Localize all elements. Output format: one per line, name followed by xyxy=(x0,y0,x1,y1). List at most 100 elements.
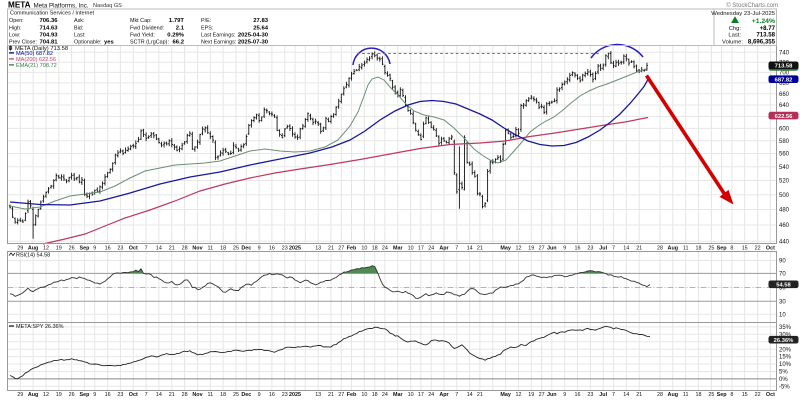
svg-text:Jun: Jun xyxy=(547,392,557,398)
svg-text:680: 680 xyxy=(779,81,790,87)
svg-text:Sep: Sep xyxy=(717,392,728,398)
svg-text:Oct: Oct xyxy=(766,392,775,398)
svg-text:9: 9 xyxy=(93,246,96,252)
svg-text:21: 21 xyxy=(477,246,483,252)
svg-text:714.63: 714.63 xyxy=(40,25,59,31)
svg-text:Mar: Mar xyxy=(393,392,403,398)
svg-text:25: 25 xyxy=(708,392,714,398)
svg-text:5%: 5% xyxy=(779,370,788,376)
svg-text:7: 7 xyxy=(455,246,458,252)
svg-text:Sep: Sep xyxy=(717,246,728,252)
svg-text:Oct: Oct xyxy=(766,246,775,252)
svg-text:27: 27 xyxy=(338,246,344,252)
svg-text:23: 23 xyxy=(282,246,288,252)
svg-text:27.83: 27.83 xyxy=(253,18,268,24)
svg-text:7: 7 xyxy=(455,392,458,398)
svg-text:16: 16 xyxy=(269,392,275,398)
svg-text:66.2: 66.2 xyxy=(173,40,185,46)
svg-text:Apr: Apr xyxy=(439,392,449,398)
svg-text:Last:: Last: xyxy=(728,33,741,39)
svg-text:21: 21 xyxy=(328,392,334,398)
svg-text:Communication Services / Inter: Communication Services / Internet xyxy=(10,11,95,17)
svg-text:24: 24 xyxy=(382,392,388,398)
svg-text:14: 14 xyxy=(156,246,162,252)
svg-text:Sep: Sep xyxy=(80,392,91,398)
svg-text:26.36%: 26.36% xyxy=(774,338,794,344)
svg-text:18: 18 xyxy=(696,392,702,398)
svg-text:14: 14 xyxy=(623,392,629,398)
svg-text:10: 10 xyxy=(408,392,414,398)
svg-text:9: 9 xyxy=(93,392,96,398)
svg-text:Wednesday 23-Jul-2025: Wednesday 23-Jul-2025 xyxy=(711,11,775,17)
svg-text:9: 9 xyxy=(258,392,261,398)
svg-text:May: May xyxy=(500,246,511,252)
svg-text:Fwd Yield:: Fwd Yield: xyxy=(130,33,155,39)
svg-text:18: 18 xyxy=(372,392,378,398)
svg-text:Aug: Aug xyxy=(668,392,678,398)
svg-text:Aug: Aug xyxy=(668,246,678,252)
svg-text:24: 24 xyxy=(428,392,434,398)
svg-text:META:SPY 26.36%: META:SPY 26.36% xyxy=(16,324,64,330)
svg-text:MA(200) 622.56: MA(200) 622.56 xyxy=(16,57,56,63)
svg-text:460: 460 xyxy=(779,223,790,229)
svg-text:META: META xyxy=(8,1,31,10)
svg-text:18: 18 xyxy=(696,246,702,252)
svg-text:16: 16 xyxy=(575,392,581,398)
svg-text:28: 28 xyxy=(182,246,188,252)
svg-text:706.36: 706.36 xyxy=(40,18,59,24)
svg-text:10: 10 xyxy=(361,392,367,398)
svg-text:18: 18 xyxy=(372,246,378,252)
svg-text:RSI(14) 54.58: RSI(14) 54.58 xyxy=(16,252,50,258)
svg-text:24: 24 xyxy=(382,246,388,252)
svg-text:30: 30 xyxy=(779,299,786,305)
svg-text:16: 16 xyxy=(105,246,111,252)
svg-text:2025: 2025 xyxy=(289,246,301,252)
svg-text:Nasdaq GS: Nasdaq GS xyxy=(93,3,122,9)
svg-text:17: 17 xyxy=(418,392,424,398)
svg-text:27: 27 xyxy=(539,392,545,398)
svg-text:21: 21 xyxy=(328,246,334,252)
svg-text:21: 21 xyxy=(477,392,483,398)
svg-text:27: 27 xyxy=(338,392,344,398)
svg-text:26: 26 xyxy=(69,392,75,398)
svg-text:19: 19 xyxy=(528,392,534,398)
svg-text:14: 14 xyxy=(467,246,473,252)
svg-text:0.29%: 0.29% xyxy=(167,33,184,39)
svg-text:Chg:: Chg: xyxy=(729,26,742,32)
svg-text:21: 21 xyxy=(636,246,642,252)
svg-text:9: 9 xyxy=(563,246,566,252)
svg-text:Open:: Open: xyxy=(9,18,24,24)
svg-text:9: 9 xyxy=(258,246,261,252)
svg-text:16: 16 xyxy=(575,246,581,252)
svg-text:-5%: -5% xyxy=(779,384,790,390)
svg-text:Ask:: Ask: xyxy=(74,18,84,24)
svg-text:24: 24 xyxy=(428,246,434,252)
svg-text:16: 16 xyxy=(269,246,275,252)
svg-text:28: 28 xyxy=(657,392,663,398)
svg-text:22: 22 xyxy=(755,392,761,398)
svg-text:2.1: 2.1 xyxy=(176,25,185,31)
svg-text:19: 19 xyxy=(56,246,62,252)
svg-text:7: 7 xyxy=(612,392,615,398)
svg-text:15%: 15% xyxy=(779,355,792,361)
svg-text:Nov: Nov xyxy=(192,392,202,398)
svg-text:622.56: 622.56 xyxy=(775,114,794,120)
svg-text:Oct: Oct xyxy=(129,246,138,252)
svg-text:540: 540 xyxy=(779,165,790,171)
svg-text:18: 18 xyxy=(220,246,226,252)
svg-text:Last:: Last: xyxy=(74,33,86,39)
svg-text:Volume:: Volume: xyxy=(722,39,743,45)
svg-text:25: 25 xyxy=(708,246,714,252)
svg-text:Dec: Dec xyxy=(241,246,251,252)
svg-text:Aug: Aug xyxy=(28,246,38,252)
svg-text:12: 12 xyxy=(43,246,49,252)
svg-text:440: 440 xyxy=(779,239,790,245)
svg-text:520: 520 xyxy=(779,179,790,185)
svg-text:19: 19 xyxy=(528,246,534,252)
svg-text:30%: 30% xyxy=(779,332,792,338)
svg-text:10%: 10% xyxy=(779,362,792,368)
svg-text:Nov: Nov xyxy=(192,246,202,252)
svg-text:2025-07-30: 2025-07-30 xyxy=(238,40,269,46)
svg-text:25: 25 xyxy=(233,246,239,252)
svg-text:Jul: Jul xyxy=(599,246,607,252)
